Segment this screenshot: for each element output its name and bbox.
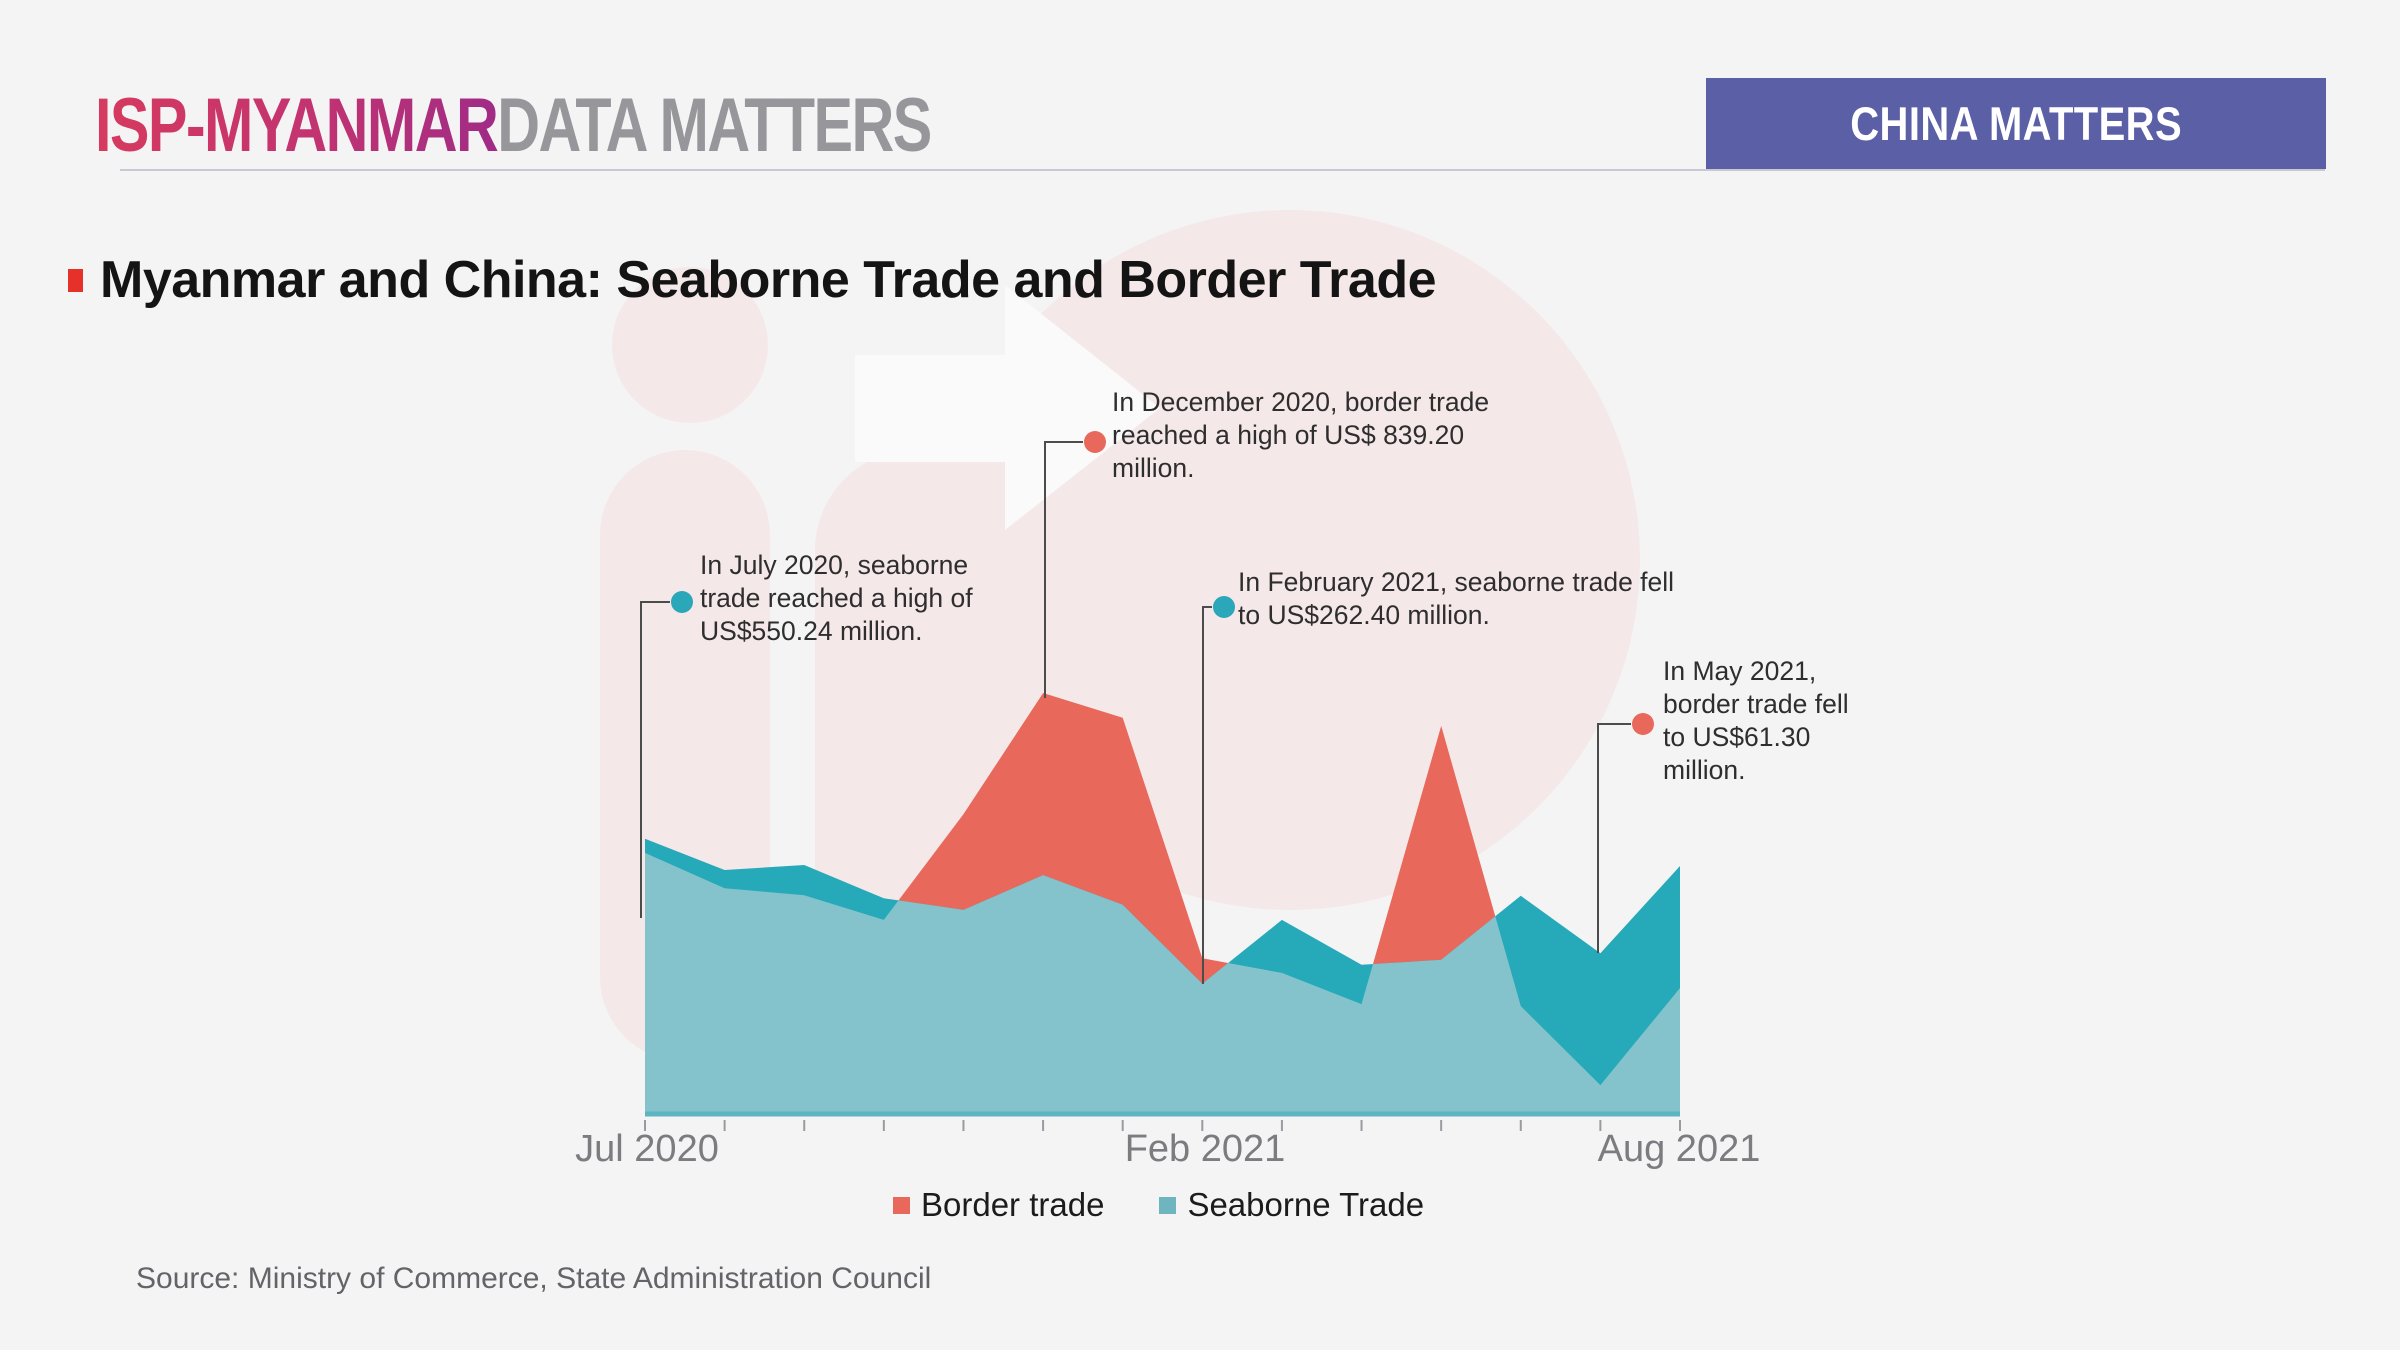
logo-primary-text: ISP-MYANMAR [95,83,499,168]
annotation-jul-2020-seaborne-high: In July 2020, seaborne trade reached a h… [700,550,973,646]
source-note: Source: Ministry of Commerce, State Admi… [136,1262,932,1295]
leader-line-jul-2020-seaborne-high [640,601,670,918]
china-matters-banner: CHINA MATTERS [1706,78,2326,169]
annotation-dot-may-2021-border-low[interactable] [1632,713,1654,735]
x-axis-label-jul-2020: Jul 2020 [575,1128,719,1170]
seaborne-trade-swatch-icon [1159,1196,1177,1214]
leader-line-feb-2021-seaborne-low [1202,606,1212,984]
legend-label-seaborne-trade: Seaborne Trade [1187,1186,1425,1223]
header-divider [120,169,2325,171]
banner-label: CHINA MATTERS [1850,97,2182,150]
isp-myanmar-logo: ISP-MYANMARDATA MATTERS [95,88,932,164]
x-axis-label-aug-2021: Aug 2021 [1597,1128,1761,1170]
legend-item-border-trade[interactable]: Border trade [893,1186,1104,1224]
annotation-dot-feb-2021-seaborne-low[interactable] [1213,596,1235,618]
legend-item-seaborne-trade[interactable]: Seaborne Trade [1159,1186,1424,1224]
annotation-dot-jul-2020-seaborne-high[interactable] [671,591,693,613]
border-trade-swatch-icon [893,1196,910,1214]
logo-secondary-text: DATA MATTERS [497,83,932,168]
trade-overlap-area [645,838,1680,1116]
title-bullet-icon [68,268,83,292]
watermark-i-dot [612,267,768,423]
leader-line-dec-2020-border-high [1044,441,1083,698]
annotation-dot-dec-2020-border-high[interactable] [1084,431,1106,453]
leader-line-may-2021-border-low [1597,723,1631,953]
annotation-dots [671,431,1654,735]
watermark-arrow-icon [855,285,1160,530]
annotation-leaders [640,441,1631,984]
page-title: Myanmar and China: Seaborne Trade and Bo… [100,251,1437,309]
legend-label-border-trade: Border trade [921,1186,1105,1223]
chart-legend: Border trade Seaborne Trade [893,1186,1424,1224]
annotation-feb-2021-seaborne-low: In February 2021, seaborne trade fell to… [1238,567,1675,630]
x-axis-label-feb-2021: Feb 2021 [1124,1128,1286,1170]
title-row: Myanmar and China: Seaborne Trade and Bo… [68,250,1437,310]
trade-area-chart [645,693,1680,1117]
annotation-dec-2020-border-high: In December 2020, border trade reached a… [1112,387,1490,483]
x-axis-ticks [644,1120,1681,1131]
annotation-may-2021-border-low: In May 2021, border trade fell to US$61.… [1663,656,1849,785]
